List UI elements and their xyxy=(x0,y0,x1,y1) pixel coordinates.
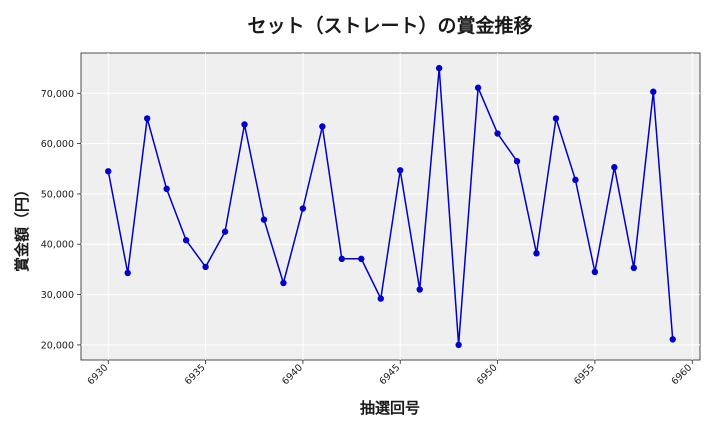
data-point xyxy=(533,250,540,257)
y-tick-label: 40,000 xyxy=(41,240,74,251)
x-tick-label: 6935 xyxy=(183,362,208,387)
y-tick-label: 20,000 xyxy=(41,340,74,351)
x-tick-label: 6940 xyxy=(280,362,305,387)
data-point xyxy=(377,295,384,302)
data-point xyxy=(572,176,579,184)
data-point xyxy=(143,115,151,122)
x-tick-label: 6950 xyxy=(475,362,500,387)
data-point xyxy=(611,164,618,171)
x-tick-label: 6945 xyxy=(377,362,402,387)
y-tick-label: 50,000 xyxy=(41,189,74,200)
data-point xyxy=(669,336,676,343)
data-point xyxy=(513,158,521,165)
data-point xyxy=(435,64,443,72)
data-point xyxy=(319,123,326,130)
x-tick-label: 6960 xyxy=(669,362,694,387)
data-point xyxy=(416,286,423,293)
data-point xyxy=(358,255,365,263)
y-tick-label: 70,000 xyxy=(41,89,74,100)
x-axis-title: 抽選回号 xyxy=(360,399,420,417)
data-point xyxy=(494,130,501,137)
data-point xyxy=(221,228,229,235)
data-point xyxy=(182,237,190,244)
data-point xyxy=(338,255,346,263)
data-point xyxy=(552,115,560,122)
plot-area xyxy=(80,52,701,361)
data-point xyxy=(650,88,657,95)
x-axis: 6930 6935 6940 6945 6950 6955 6960 xyxy=(85,360,694,387)
data-point xyxy=(280,279,287,287)
data-point xyxy=(397,167,404,174)
data-point xyxy=(455,341,462,349)
y-axis-title: 賞金額（円） xyxy=(13,182,31,272)
data-point xyxy=(260,216,268,223)
data-point xyxy=(241,121,248,128)
x-tick-label: 6955 xyxy=(572,362,597,387)
data-point xyxy=(474,84,482,91)
data-point xyxy=(630,264,638,272)
y-tick-label: 60,000 xyxy=(41,139,74,150)
data-point xyxy=(299,205,307,212)
data-point xyxy=(202,263,209,271)
data-point xyxy=(591,268,599,276)
data-point xyxy=(105,168,112,175)
y-tick-label: 30,000 xyxy=(41,290,74,301)
y-axis: 20,000 30,000 40,000 50,000 60,000 70,000 xyxy=(41,89,81,351)
x-tick-label: 6930 xyxy=(85,362,110,387)
data-point xyxy=(163,185,170,193)
chart-title: セット（ストレート）の賞金推移 xyxy=(247,14,532,37)
data-point xyxy=(124,269,131,277)
series-line xyxy=(107,68,674,345)
data-points xyxy=(105,64,676,349)
